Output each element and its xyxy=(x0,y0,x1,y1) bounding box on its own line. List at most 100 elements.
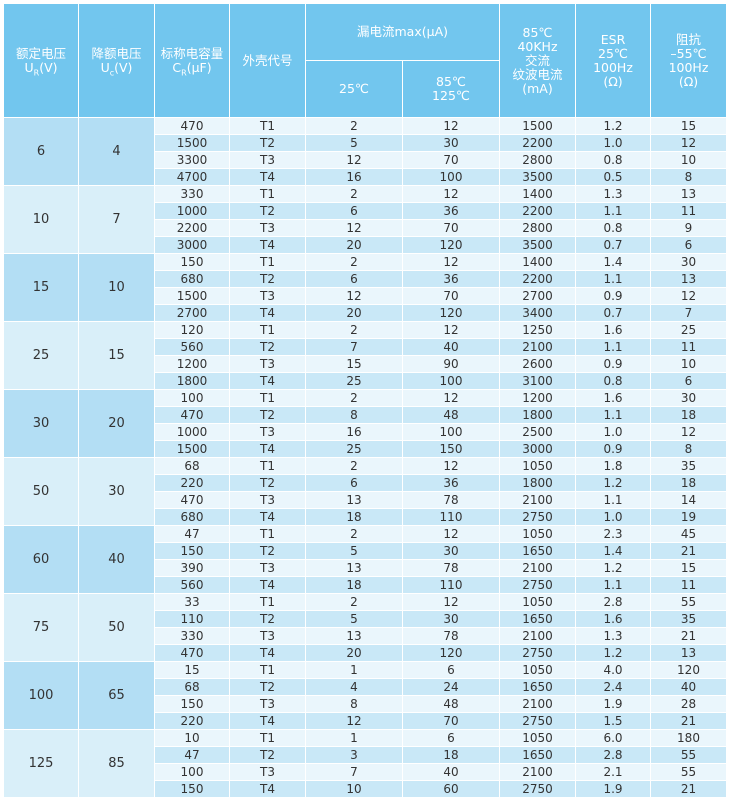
esr-cell: 4.0 xyxy=(575,661,651,679)
table-row: 60 40 47 T1 2 12 1050 2.3 45 xyxy=(3,525,727,594)
impedance-cell: 11 xyxy=(650,338,727,356)
leakage-85c-cell: 78 xyxy=(402,559,500,577)
leakage-25c-cell: 7 xyxy=(305,763,403,781)
esr-cell: 1.8 xyxy=(575,457,651,475)
leakage-85c-cell: 30 xyxy=(402,134,500,152)
table-row: 100 65 15 T1 1 6 1050 4.0 120 xyxy=(3,661,727,730)
leakage-25c-cell: 18 xyxy=(305,576,403,594)
capacitance-cell: 47 xyxy=(154,525,230,543)
leakage-85c-cell: 120 xyxy=(402,304,500,322)
leakage-25c-cell: 16 xyxy=(305,423,403,441)
derated-voltage-cell: 4 xyxy=(78,117,155,186)
rated-voltage-cell: 125 xyxy=(3,729,79,798)
ripple-current-cell: 3400 xyxy=(499,304,576,322)
rated-voltage-cell: 25 xyxy=(3,321,79,390)
leakage-85c-cell: 12 xyxy=(402,117,500,135)
leakage-25c-cell: 5 xyxy=(305,610,403,628)
case-code-cell: T4 xyxy=(229,576,306,594)
case-code-cell: T2 xyxy=(229,270,306,288)
derated-voltage-cell: 40 xyxy=(78,525,155,594)
leakage-25c-cell: 12 xyxy=(305,219,403,237)
ripple-current-cell: 1500 xyxy=(499,117,576,135)
leakage-85c-cell: 70 xyxy=(402,219,500,237)
esr-cell: 1.3 xyxy=(575,185,651,203)
table-row: 25 15 120 T1 2 12 1250 1.6 25 xyxy=(3,321,727,390)
impedance-cell: 25 xyxy=(650,321,727,339)
case-code-cell: T4 xyxy=(229,168,306,186)
table-row: 150 T4 10 60 2750 1.9 21 xyxy=(4,780,727,798)
capacitance-cell: 3300 xyxy=(154,151,230,169)
ripple-current-cell: 2200 xyxy=(499,202,576,220)
case-code-cell: T4 xyxy=(229,780,306,798)
impedance-cell: 40 xyxy=(650,678,727,696)
capacitance-cell: 47 xyxy=(154,746,230,764)
leakage-25c-cell: 12 xyxy=(305,151,403,169)
leakage-85c-cell: 100 xyxy=(402,423,500,441)
impedance-cell: 55 xyxy=(650,763,727,781)
table-row: 15 10 150 T1 2 12 1400 1.4 30 xyxy=(3,253,727,322)
table-row: 2200 T3 12 70 2800 0.8 9 xyxy=(4,219,727,237)
ripple-current-cell: 1800 xyxy=(499,474,576,492)
case-code-cell: T3 xyxy=(229,763,306,781)
capacitance-cell: 390 xyxy=(154,559,230,577)
esr-cell: 0.9 xyxy=(575,440,651,458)
table-row: 220 T4 12 70 2750 1.5 21 xyxy=(4,712,727,730)
impedance-cell: 15 xyxy=(650,559,727,577)
case-code-cell: T1 xyxy=(229,117,306,135)
leakage-25c-cell: 15 xyxy=(305,355,403,373)
esr-cell: 1.0 xyxy=(575,508,651,526)
esr-cell: 0.7 xyxy=(575,236,651,254)
esr-cell: 1.0 xyxy=(575,134,651,152)
table-row: 330 T3 13 78 2100 1.3 21 xyxy=(4,627,727,645)
impedance-cell: 19 xyxy=(650,508,727,526)
esr-cell: 1.1 xyxy=(575,202,651,220)
leakage-25c-cell: 5 xyxy=(305,134,403,152)
capacitance-cell: 2700 xyxy=(154,304,230,322)
ripple-current-cell: 1200 xyxy=(499,389,576,407)
impedance-cell: 8 xyxy=(650,168,727,186)
rated-voltage-cell: 60 xyxy=(3,525,79,594)
impedance-cell: 6 xyxy=(650,372,727,390)
case-code-cell: T2 xyxy=(229,746,306,764)
case-code-cell: T3 xyxy=(229,491,306,509)
case-code-cell: T2 xyxy=(229,134,306,152)
impedance-cell: 45 xyxy=(650,525,727,543)
impedance-cell: 12 xyxy=(650,287,727,305)
leakage-85c-cell: 12 xyxy=(402,321,500,339)
header-leakage-current: 漏电流max(μA) xyxy=(305,3,500,61)
leakage-25c-cell: 6 xyxy=(305,202,403,220)
impedance-cell: 30 xyxy=(650,253,727,271)
esr-cell: 1.1 xyxy=(575,576,651,594)
case-code-cell: T3 xyxy=(229,695,306,713)
esr-cell: 1.0 xyxy=(575,423,651,441)
ripple-current-cell: 2800 xyxy=(499,151,576,169)
case-code-cell: T4 xyxy=(229,304,306,322)
leakage-85c-cell: 24 xyxy=(402,678,500,696)
capacitance-cell: 1800 xyxy=(154,372,230,390)
table-row: 1000 T2 6 36 2200 1.1 11 xyxy=(4,202,727,220)
impedance-cell: 8 xyxy=(650,440,727,458)
impedance-cell: 13 xyxy=(650,270,727,288)
table-row: 50 30 68 T1 2 12 1050 1.8 35 xyxy=(3,457,727,526)
header-impedance: 阻抗 –55℃ 100Hz (Ω) xyxy=(650,3,727,118)
leakage-25c-cell: 20 xyxy=(305,236,403,254)
table-row: 1000 T3 16 100 2500 1.0 12 xyxy=(4,423,727,441)
leakage-85c-cell: 120 xyxy=(402,236,500,254)
leakage-25c-cell: 5 xyxy=(305,542,403,560)
ripple-current-cell: 1050 xyxy=(499,729,576,747)
case-code-cell: T3 xyxy=(229,355,306,373)
derated-voltage-cell: 50 xyxy=(78,593,155,662)
leakage-85c-cell: 150 xyxy=(402,440,500,458)
leakage-85c-cell: 70 xyxy=(402,287,500,305)
capacitance-cell: 560 xyxy=(154,576,230,594)
table-body: 6 4 470 T1 2 12 1500 1.2 15 1500 T2 5 30 2200 1.0 12 330… xyxy=(3,117,727,798)
ripple-current-cell: 1400 xyxy=(499,185,576,203)
ripple-current-cell: 1800 xyxy=(499,406,576,424)
impedance-cell: 120 xyxy=(650,661,727,679)
leakage-25c-cell: 13 xyxy=(305,627,403,645)
case-code-cell: T2 xyxy=(229,678,306,696)
case-code-cell: T1 xyxy=(229,389,306,407)
impedance-cell: 14 xyxy=(650,491,727,509)
impedance-cell: 13 xyxy=(650,185,727,203)
esr-cell: 1.1 xyxy=(575,338,651,356)
